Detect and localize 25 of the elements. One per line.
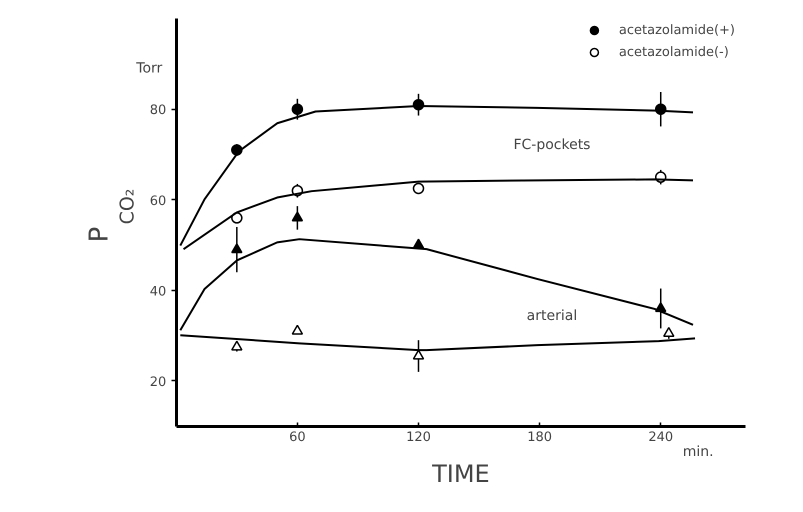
x-tick-label: 120 bbox=[406, 430, 431, 446]
y-tick-label: 80 bbox=[150, 103, 166, 118]
point bbox=[231, 243, 243, 254]
annotation: FC-pockets bbox=[513, 136, 590, 153]
point bbox=[292, 103, 304, 115]
text: min. bbox=[682, 444, 714, 460]
point bbox=[231, 212, 243, 224]
point bbox=[292, 211, 304, 222]
y-tick-label: 60 bbox=[150, 194, 166, 209]
x-tick-label: 60 bbox=[289, 430, 306, 446]
x-tick-label: 240 bbox=[648, 430, 674, 446]
point bbox=[412, 350, 424, 360]
point bbox=[663, 326, 675, 338]
text: Torr bbox=[135, 60, 163, 77]
y-tick-label: 40 bbox=[150, 284, 166, 300]
x-axis-title: TIME bbox=[431, 460, 490, 488]
point bbox=[231, 340, 243, 351]
x-tick-label: 180 bbox=[527, 430, 552, 446]
point bbox=[292, 324, 304, 335]
annotation: arterial bbox=[526, 308, 578, 324]
y-tick-label: 20 bbox=[150, 374, 166, 390]
legend-label: acetazolamide(+) bbox=[618, 22, 735, 38]
legend-label: acetazolamide(-) bbox=[618, 44, 729, 60]
y-axis-title: PCO₂ bbox=[84, 188, 138, 242]
point bbox=[412, 182, 424, 194]
